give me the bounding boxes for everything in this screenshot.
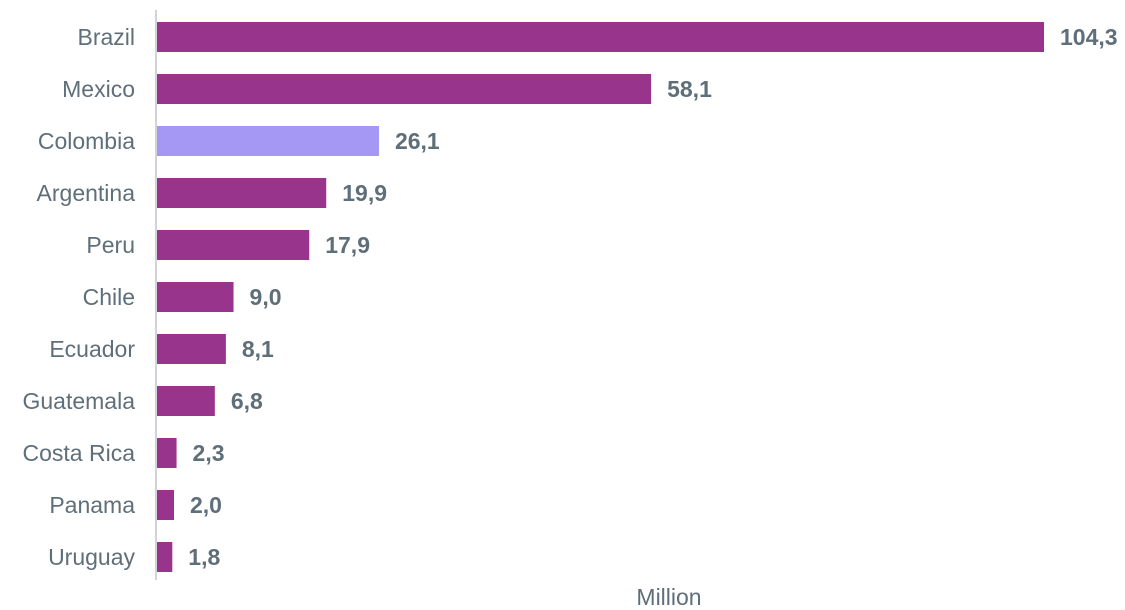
category-labels: Brazil Mexico Colombia Argentina Peru Chile Ec… bbox=[22, 24, 135, 570]
bar-mexico bbox=[157, 74, 652, 104]
bar-ecuador bbox=[157, 334, 226, 364]
bar-colombia bbox=[157, 126, 379, 156]
category-label-costa-rica: Costa Rica bbox=[23, 440, 136, 466]
value-labels: 104,3 58,1 26,1 19,9 17,9 9,0 8,1 6,82,3 2,0 1,8 bbox=[188, 24, 1117, 570]
value-label-costa-rica: 2,3 bbox=[193, 440, 225, 466]
value-label-mexico: 58,1 bbox=[667, 76, 712, 102]
bar-chile bbox=[157, 282, 234, 312]
value-label-guatemala: 6,8 bbox=[231, 388, 263, 414]
x-axis-title: Million bbox=[636, 584, 701, 610]
value-label-peru: 17,9 bbox=[325, 232, 370, 258]
value-label-chile: 9,0 bbox=[250, 284, 282, 310]
value-label-uruguay: 1,8 bbox=[188, 544, 220, 570]
value-label-colombia: 26,1 bbox=[395, 128, 440, 154]
bar-brazil bbox=[157, 22, 1044, 52]
bar-argentina bbox=[157, 178, 327, 208]
category-label-panama: Panama bbox=[49, 492, 135, 518]
category-label-guatemala: Guatemala bbox=[22, 388, 135, 414]
value-label-argentina: 19,9 bbox=[342, 180, 387, 206]
category-label-mexico: Mexico bbox=[62, 76, 135, 102]
category-label-colombia: Colombia bbox=[38, 128, 135, 154]
bar-guatemala bbox=[157, 386, 215, 416]
bar-costa-rica bbox=[157, 438, 177, 468]
value-label-brazil: 104,3 bbox=[1060, 24, 1118, 50]
category-label-brazil: Brazil bbox=[77, 24, 135, 50]
category-label-peru: Peru bbox=[86, 232, 135, 258]
value-label-panama: 2,0 bbox=[190, 492, 222, 518]
category-label-uruguay: Uruguay bbox=[48, 544, 135, 570]
category-label-argentina: Argentina bbox=[37, 180, 136, 206]
bar-uruguay bbox=[157, 542, 173, 572]
bar-panama bbox=[157, 490, 175, 520]
value-label-ecuador: 8,1 bbox=[242, 336, 274, 362]
bars-layer bbox=[157, 22, 1044, 572]
category-label-ecuador: Ecuador bbox=[49, 336, 135, 362]
category-label-chile: Chile bbox=[83, 284, 135, 310]
bar-peru bbox=[157, 230, 310, 260]
